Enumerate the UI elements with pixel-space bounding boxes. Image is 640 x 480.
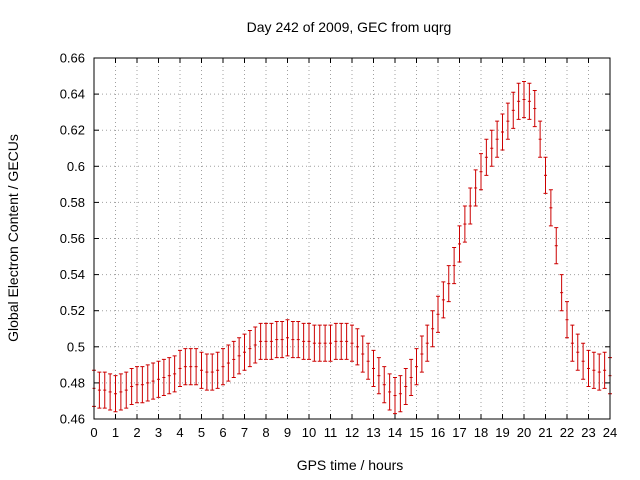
gec-series: [92, 80, 612, 415]
x-tick-label: 15: [409, 425, 423, 440]
x-tick-label: 6: [219, 425, 226, 440]
x-tick-label: 18: [474, 425, 488, 440]
y-tick-label: 0.6: [67, 159, 85, 174]
y-tick-label: 0.56: [60, 231, 85, 246]
y-tick-label: 0.48: [60, 375, 85, 390]
y-tick-labels: 0.46 0.48 0.5 0.52 0.54 0.56 0.58 0.6 0.62 0.64 0.…: [60, 51, 85, 427]
x-tick-label: 11: [324, 425, 338, 440]
y-tick-label: 0.46: [60, 412, 85, 427]
x-tick-label: 5: [198, 425, 205, 440]
x-tick-label: 7: [241, 425, 248, 440]
x-tick-label: 3: [155, 425, 162, 440]
x-tick-label: 10: [302, 425, 316, 440]
x-tick-label: 16: [431, 425, 445, 440]
x-axis-title: GPS time / hours: [297, 457, 404, 473]
y-tick-label: 0.5: [67, 339, 85, 354]
y-tick-label: 0.52: [60, 303, 85, 318]
x-tick-labels: 0 1 2 3 4 5 6 7 8 9 10 11 12 13 14 15 16 17 18 19 20 21 22 23 24: [90, 425, 617, 440]
x-tick-label: 17: [452, 425, 466, 440]
y-tick-label: 0.54: [60, 267, 85, 282]
x-tick-label: 1: [112, 425, 119, 440]
x-tick-label: 0: [90, 425, 97, 440]
x-tick-label: 9: [284, 425, 291, 440]
x-tick-label: 24: [603, 425, 617, 440]
x-tick-label: 22: [560, 425, 574, 440]
axis-ticks: [93, 57, 611, 420]
x-tick-label: 21: [538, 425, 552, 440]
grid-lines: [94, 58, 610, 419]
x-tick-label: 20: [517, 425, 531, 440]
y-tick-label: 0.62: [60, 123, 85, 138]
x-tick-label: 8: [262, 425, 269, 440]
y-axis-title: Global Electron Content / GECUs: [5, 134, 21, 342]
x-tick-label: 19: [495, 425, 509, 440]
y-tick-label: 0.58: [60, 195, 85, 210]
y-tick-label: 0.64: [60, 87, 85, 102]
x-tick-label: 23: [581, 425, 595, 440]
x-tick-label: 2: [133, 425, 140, 440]
y-tick-label: 0.66: [60, 51, 85, 66]
x-tick-label: 14: [388, 425, 402, 440]
x-tick-label: 13: [366, 425, 380, 440]
x-tick-label: 12: [345, 425, 359, 440]
x-tick-label: 4: [176, 425, 183, 440]
chart-title: Day 242 of 2009, GEC from uqrg: [247, 19, 452, 35]
